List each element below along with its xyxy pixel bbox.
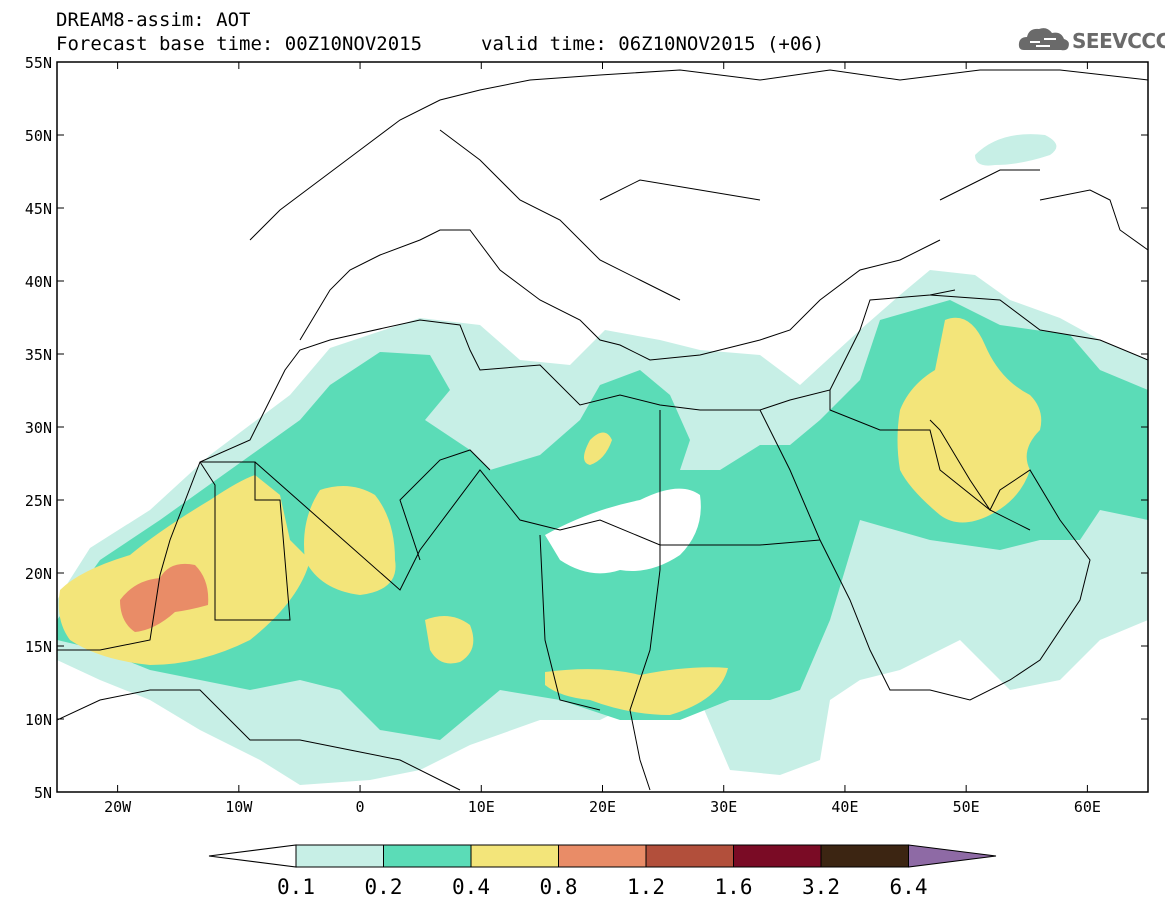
lat-label: 45N xyxy=(25,200,52,218)
colorbar-label: 6.4 xyxy=(890,875,928,899)
aot-clear-area xyxy=(545,488,701,574)
colorbar-max-arrow xyxy=(908,844,997,868)
colorbar-segment xyxy=(733,844,822,868)
colorbar: 0.1 0.2 0.4 0.8 1.2 1.6 3.2 6.4 xyxy=(208,844,997,899)
lat-label: 5N xyxy=(34,784,52,802)
lon-label: 40E xyxy=(831,798,858,816)
lat-label: 30N xyxy=(25,419,52,437)
lat-label: 50N xyxy=(25,127,52,145)
cloud-logo-icon xyxy=(1018,28,1069,51)
aot-field xyxy=(57,134,1148,785)
lon-label: 50E xyxy=(953,798,980,816)
valid-time: valid time: 06Z10NOV2015 (+06) xyxy=(481,33,825,55)
colorbar-label: 0.2 xyxy=(365,875,403,899)
colorbar-segment xyxy=(558,844,647,868)
lat-label: 10N xyxy=(25,711,52,729)
lon-label: 10W xyxy=(225,798,253,816)
lat-label: 15N xyxy=(25,638,52,656)
aot-region-0.4-middle-east xyxy=(897,317,1042,523)
colorbar-segment xyxy=(820,844,909,868)
colorbar-label: 0.8 xyxy=(540,875,578,899)
lat-label: 20N xyxy=(25,565,52,583)
lon-label: 30E xyxy=(710,798,737,816)
colorbar-label: 3.2 xyxy=(802,875,840,899)
forecast-base-time: Forecast base time: 00Z10NOV2015 xyxy=(56,33,423,55)
seevccc-logo: SEEVCCC xyxy=(1016,22,1165,58)
colorbar-segment xyxy=(645,844,734,868)
coastlines xyxy=(57,69,1148,791)
map-axes: 55N 50N 45N 40N 35N 30N 25N 20N 15N 10N 5N 20W 10W 0 1… xyxy=(25,54,1149,816)
colorbar-label: 1.2 xyxy=(627,875,665,899)
lat-label: 40N xyxy=(25,273,52,291)
lon-label: 60E xyxy=(1074,798,1101,816)
colorbar-label: 0.4 xyxy=(452,875,490,899)
lat-label: 55N xyxy=(25,54,52,72)
logo-text: SEEVCCC xyxy=(1072,29,1165,53)
lon-label: 20E xyxy=(589,798,616,816)
aot-region-0.4-niger xyxy=(425,616,474,664)
aot-region-0.1-north xyxy=(975,134,1057,166)
aot-region-0.4-mauritania xyxy=(304,486,396,595)
map-title: DREAM8-assim: AOT xyxy=(56,9,251,31)
lon-label: 0 xyxy=(356,798,365,816)
colorbar-segment xyxy=(295,844,384,868)
colorbar-segment xyxy=(470,844,559,868)
aot-region-0.4-libya xyxy=(584,432,612,465)
colorbar-segment xyxy=(383,844,472,868)
colorbar-min-arrow xyxy=(208,844,297,868)
lat-label: 35N xyxy=(25,346,52,364)
lat-label: 25N xyxy=(25,492,52,510)
lon-label: 10E xyxy=(468,798,495,816)
aot-region-0.8 xyxy=(120,563,209,632)
colorbar-label: 1.6 xyxy=(715,875,753,899)
lon-label: 20W xyxy=(104,798,132,816)
colorbar-label: 0.1 xyxy=(277,875,315,899)
